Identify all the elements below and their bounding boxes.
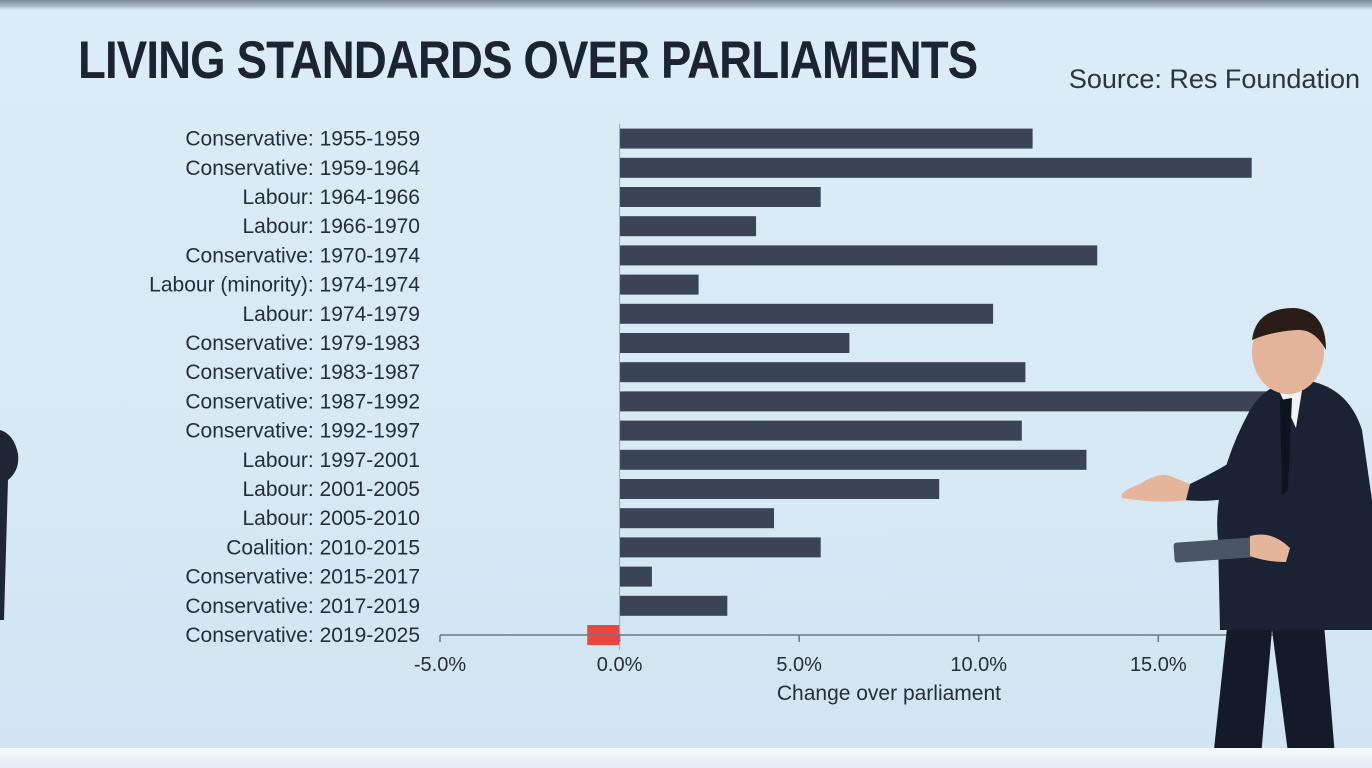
category-label-12: Labour: 2001-2005 [243, 478, 421, 501]
bar-16 [619, 595, 728, 616]
category-label-0: Conservative: 1955-1959 [185, 128, 420, 151]
bar-8 [619, 362, 1026, 383]
x-axis: -5.0% 0.0% 5.0% 10.0% 15.0% Change over parli… [414, 124, 1284, 705]
x-tick-label-0: -5.0% [414, 654, 466, 676]
bar-13 [619, 508, 775, 529]
category-label-13: Labour: 2005-2010 [243, 507, 421, 530]
x-axis-title: Change over parliament [777, 682, 1001, 705]
category-label-1: Conservative: 1959-1964 [185, 157, 420, 180]
chart-title: LIVING STANDARDS OVER PARLIAMENTS [78, 31, 978, 90]
bar-14 [619, 537, 821, 558]
bar-12 [619, 479, 940, 499]
bars-group [587, 128, 1320, 645]
x-tick-label-1: 0.0% [597, 654, 643, 676]
category-label-6: Labour: 1974-1979 [243, 303, 421, 326]
category-label-17: Conservative: 2019-2025 [185, 624, 420, 647]
bar-5 [619, 274, 699, 295]
category-label-9: Conservative: 1987-1992 [185, 390, 420, 413]
bar-7 [619, 333, 850, 353]
category-label-15: Conservative: 2015-2017 [185, 566, 420, 589]
wall-bottom-edge [0, 748, 1372, 768]
presenter-figure [1121, 308, 1372, 768]
bar-9 [619, 391, 1320, 412]
bar-2 [619, 187, 821, 207]
category-label-7: Conservative: 1979-1983 [185, 332, 420, 355]
bar-4 [619, 245, 1098, 266]
person-edge-figure [0, 430, 19, 620]
bar-11 [619, 449, 1087, 470]
bar-0 [619, 128, 1033, 149]
x-tick-label-4: 15.0% [1130, 654, 1187, 676]
category-label-14: Coalition: 2010-2015 [226, 536, 420, 559]
category-label-3: Labour: 1966-1970 [243, 215, 421, 238]
category-label-2: Labour: 1964-1966 [243, 186, 421, 209]
x-tick-label-2: 5.0% [776, 654, 822, 676]
bar-3 [619, 216, 757, 237]
category-label-8: Conservative: 1983-1987 [185, 361, 420, 384]
category-label-5: Labour (minority): 1974-1974 [149, 274, 420, 297]
chart-source: Source: Res Foundation [1068, 64, 1360, 94]
category-labels: Conservative: 1955-1959 Conservative: 195… [149, 128, 420, 647]
category-label-11: Labour: 1997-2001 [243, 449, 421, 472]
category-label-10: Conservative: 1992-1997 [185, 420, 420, 443]
bar-1 [619, 157, 1252, 178]
category-label-4: Conservative: 1970-1974 [185, 244, 420, 267]
category-label-16: Conservative: 2017-2019 [185, 595, 420, 618]
bar-6 [619, 303, 994, 324]
bar-15 [619, 566, 652, 587]
bar-10 [619, 420, 1022, 441]
x-tick-label-3: 10.0% [950, 654, 1007, 676]
